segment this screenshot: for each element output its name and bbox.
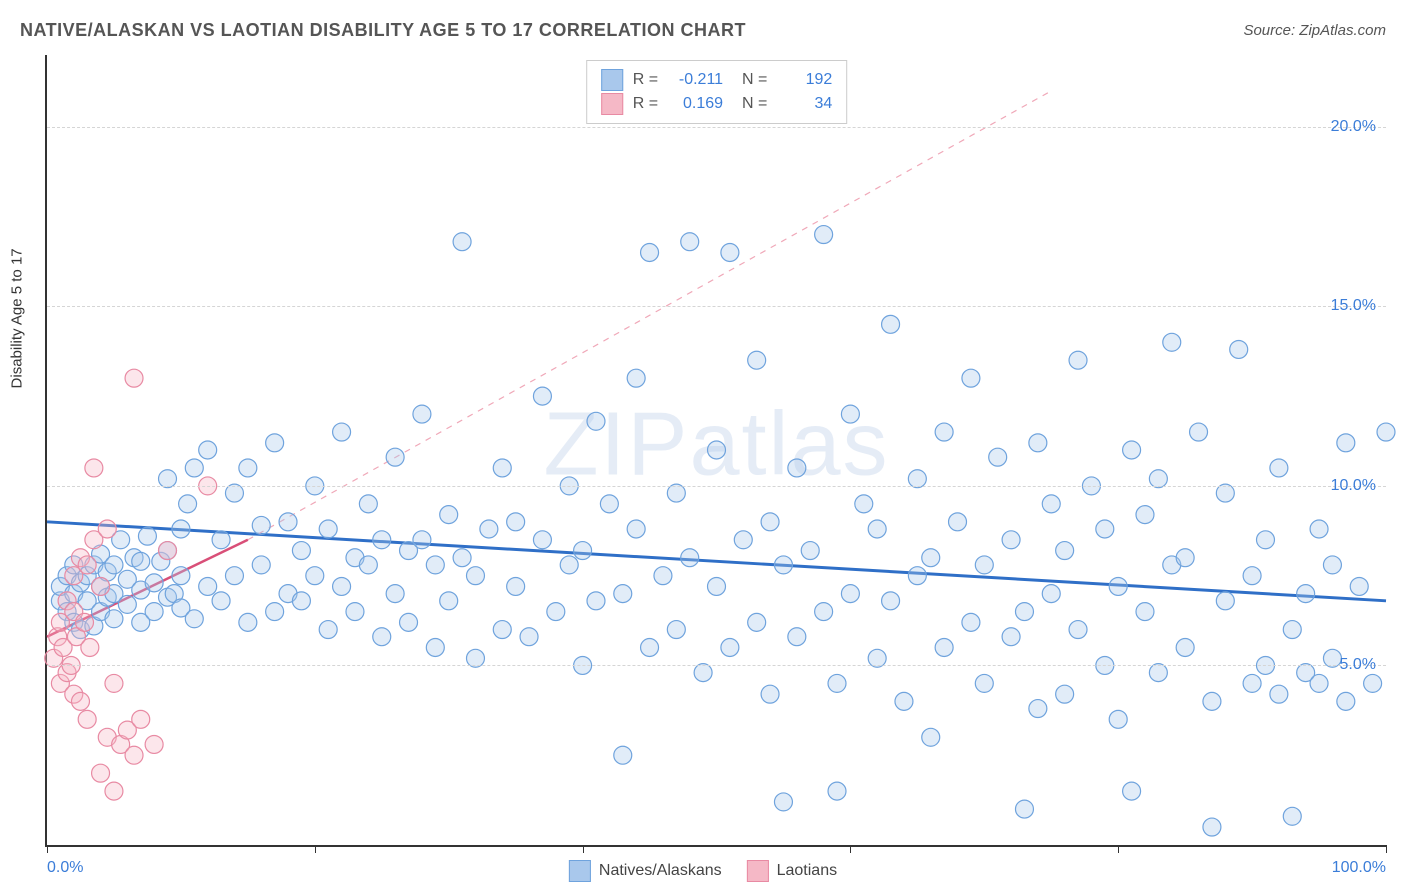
x-tick <box>315 845 316 853</box>
legend-n-value: 34 <box>777 95 832 113</box>
x-tick-label: 100.0% <box>1332 859 1386 877</box>
legend-r-label: R = <box>633 71 658 89</box>
legend-r-value: 0.169 <box>668 95 723 113</box>
y-tick-label: 20.0% <box>1331 118 1376 136</box>
legend-item: Natives/Alaskans <box>569 860 722 882</box>
series-legend: Natives/Alaskans Laotians <box>569 860 837 882</box>
x-tick <box>1118 845 1119 853</box>
legend-n-value: 192 <box>777 71 832 89</box>
correlation-legend: R = -0.211 N = 192 R = 0.169 N = 34 <box>586 60 848 124</box>
y-tick-label: 5.0% <box>1340 656 1376 674</box>
legend-label: Laotians <box>777 862 838 880</box>
legend-swatch <box>601 69 623 91</box>
legend-row: R = 0.169 N = 34 <box>601 93 833 115</box>
y-axis-label: Disability Age 5 to 17 <box>9 248 26 388</box>
grid-line <box>47 486 1386 487</box>
x-tick <box>1386 845 1387 853</box>
legend-swatch <box>569 860 591 882</box>
legend-swatch <box>601 93 623 115</box>
scatter-plot-svg <box>47 55 1386 845</box>
grid-line <box>47 665 1386 666</box>
legend-n-label: N = <box>733 95 767 113</box>
legend-r-value: -0.211 <box>668 71 723 89</box>
legend-n-label: N = <box>733 71 767 89</box>
x-tick-label: 0.0% <box>47 859 83 877</box>
grid-line <box>47 127 1386 128</box>
x-tick <box>850 845 851 853</box>
legend-row: R = -0.211 N = 192 <box>601 69 833 91</box>
y-tick-label: 15.0% <box>1331 297 1376 315</box>
chart-title: NATIVE/ALASKAN VS LAOTIAN DISABILITY AGE… <box>20 20 746 41</box>
legend-r-label: R = <box>633 95 658 113</box>
x-tick <box>583 845 584 853</box>
grid-line <box>47 306 1386 307</box>
chart-plot-area: Disability Age 5 to 17 ZIPatlas R =-0.21… <box>45 55 1386 847</box>
y-tick-label: 10.0% <box>1331 477 1376 495</box>
legend-item: Laotians <box>747 860 838 882</box>
legend-swatch <box>747 860 769 882</box>
x-tick <box>47 845 48 853</box>
source-label: Source: ZipAtlas.com <box>1243 22 1386 39</box>
legend-label: Natives/Alaskans <box>599 862 722 880</box>
